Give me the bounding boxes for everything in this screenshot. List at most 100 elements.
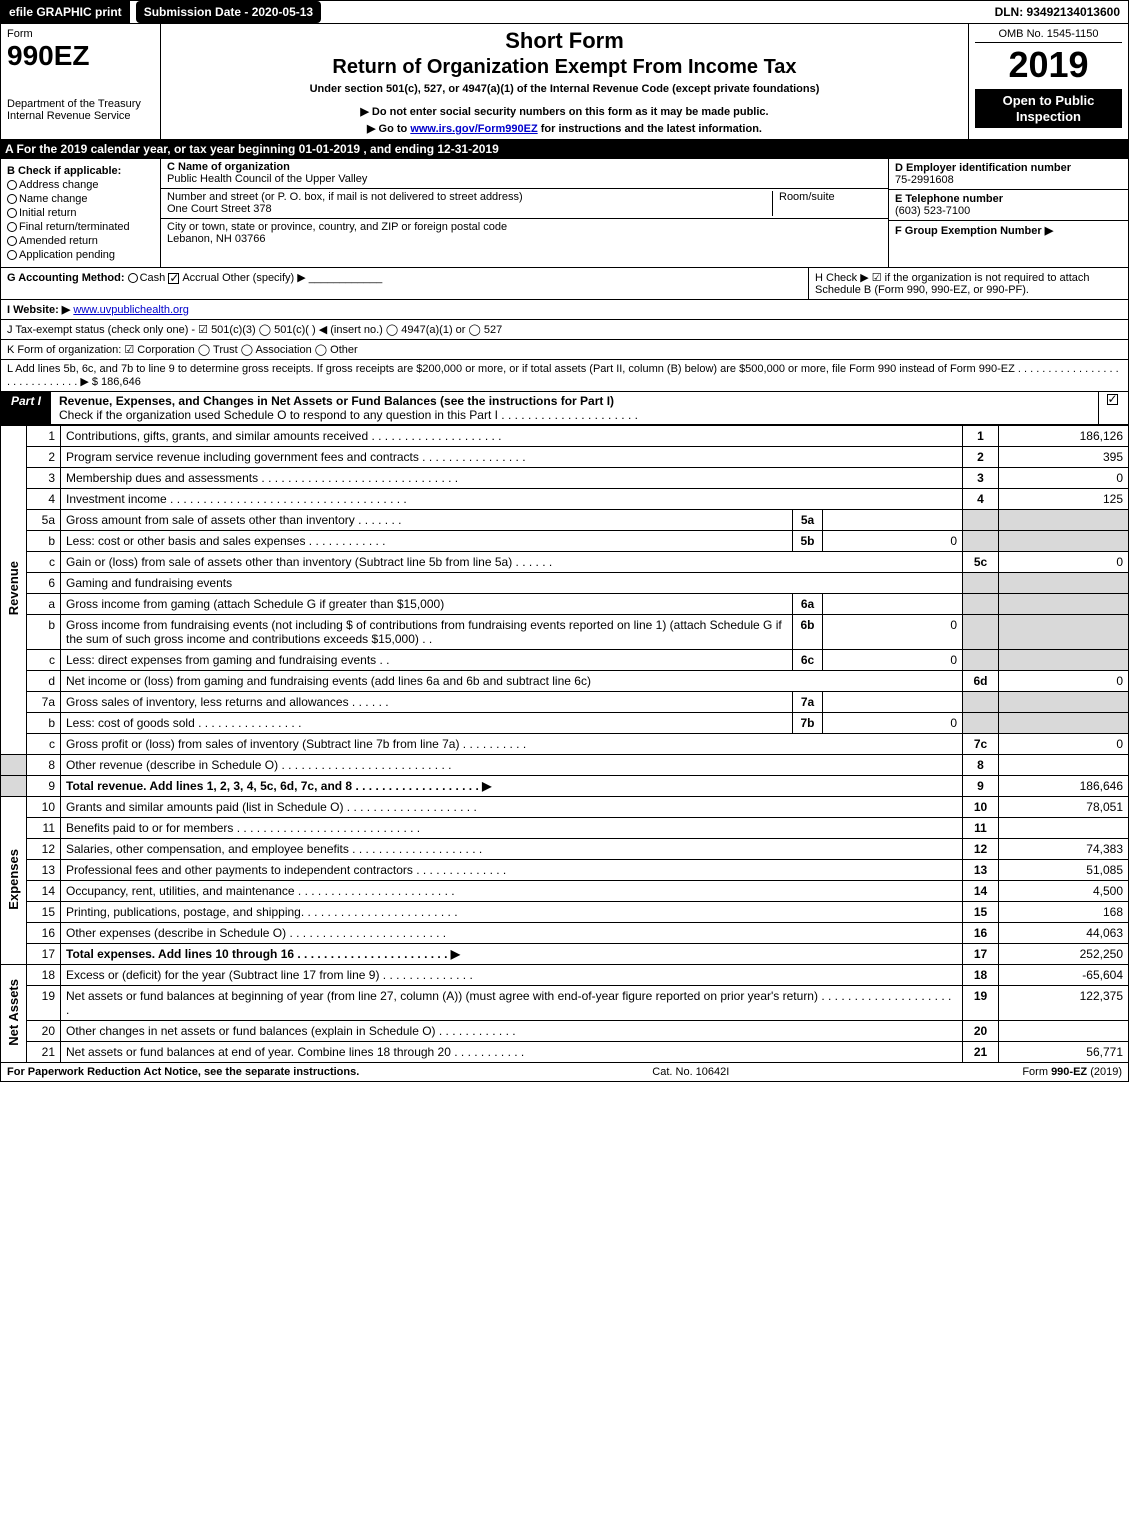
b-item: Application pending: [7, 249, 154, 261]
line-num: 16: [27, 923, 61, 944]
line-desc: Other changes in net assets or fund bala…: [61, 1021, 963, 1042]
dln: DLN: 93492134013600: [987, 1, 1128, 23]
irs-link[interactable]: www.irs.gov/Form990EZ: [410, 123, 537, 135]
line-code: 15: [963, 902, 999, 923]
line-desc: Gain or (loss) from sale of assets other…: [61, 552, 963, 573]
radio-icon[interactable]: [128, 273, 138, 283]
radio-icon[interactable]: [7, 222, 17, 232]
line-code: 10: [963, 797, 999, 818]
radio-icon[interactable]: [7, 180, 17, 190]
line-num: 11: [27, 818, 61, 839]
l-amount: $ 186,646: [92, 376, 141, 388]
line-code: 12: [963, 839, 999, 860]
part1-checkbox[interactable]: [1098, 392, 1128, 424]
d-value: 75-2991608: [895, 174, 954, 186]
line-desc: Net income or (loss) from gaming and fun…: [61, 671, 963, 692]
b-item: Address change: [7, 179, 154, 191]
line-num: 9: [27, 776, 61, 797]
sub-code: 6c: [793, 650, 823, 671]
line-desc: Gross sales of inventory, less returns a…: [61, 692, 793, 713]
revenue-table: Revenue 1 Contributions, gifts, grants, …: [0, 425, 1129, 1063]
line-amount: 0: [999, 671, 1129, 692]
footer-right: Form 990-EZ (2019): [1022, 1066, 1122, 1078]
line-desc: Gross income from gaming (attach Schedul…: [61, 594, 793, 615]
submission-date: Submission Date - 2020-05-13: [136, 1, 321, 23]
line-amount: -65,604: [999, 965, 1129, 986]
line-desc: Professional fees and other payments to …: [61, 860, 963, 881]
line-num: c: [27, 734, 61, 755]
line-num: 6: [27, 573, 61, 594]
gap: [1, 776, 27, 797]
checkbox-icon[interactable]: [168, 273, 179, 284]
c-city-label: City or town, state or province, country…: [167, 221, 507, 233]
shade-cell: [999, 615, 1129, 650]
g-label: G Accounting Method:: [7, 272, 125, 284]
line-amount: 125: [999, 489, 1129, 510]
h-schedule-b: H Check ▶ ☑ if the organization is not r…: [808, 268, 1128, 299]
b-name-change: Name change: [19, 193, 88, 205]
line-desc: Investment income . . . . . . . . . . . …: [61, 489, 963, 510]
line-desc: Gross amount from sale of assets other t…: [61, 510, 793, 531]
line-desc: Excess or (deficit) for the year (Subtra…: [61, 965, 963, 986]
c-city-row: City or town, state or province, country…: [161, 219, 888, 249]
d-ein: D Employer identification number 75-2991…: [889, 159, 1128, 190]
line-num: d: [27, 671, 61, 692]
line-code: 16: [963, 923, 999, 944]
shade-cell: [999, 650, 1129, 671]
footer-catno: Cat. No. 10642I: [652, 1066, 729, 1078]
gap: [1, 755, 27, 776]
department: Department of the Treasury Internal Reve…: [7, 98, 154, 122]
line-desc: Salaries, other compensation, and employ…: [61, 839, 963, 860]
line-num: 3: [27, 468, 61, 489]
c-addr-label: Number and street (or P. O. box, if mail…: [167, 191, 523, 203]
line-code: 5c: [963, 552, 999, 573]
line-amount: 186,126: [999, 426, 1129, 447]
line-amount: [999, 755, 1129, 776]
goto-post: for instructions and the latest informat…: [538, 123, 762, 135]
line-num: b: [27, 531, 61, 552]
line-num: c: [27, 650, 61, 671]
line-desc: Other revenue (describe in Schedule O) .…: [61, 755, 963, 776]
line-num: 7a: [27, 692, 61, 713]
b-pending: Application pending: [19, 249, 115, 261]
line-num: 4: [27, 489, 61, 510]
radio-icon[interactable]: [7, 250, 17, 260]
line-desc: Gaming and fundraising events: [61, 573, 963, 594]
b-final-return: Final return/terminated: [19, 221, 130, 233]
open-to-public: Open to Public Inspection: [975, 89, 1122, 128]
checkbox-icon: [1107, 394, 1118, 405]
radio-icon[interactable]: [7, 236, 17, 246]
revenue-tab: Revenue: [1, 426, 27, 755]
form-label: Form: [7, 28, 154, 40]
e-phone: E Telephone number (603) 523-7100: [889, 190, 1128, 221]
line-num: b: [27, 713, 61, 734]
sub-code: 5a: [793, 510, 823, 531]
line-code: 11: [963, 818, 999, 839]
line-num: 15: [27, 902, 61, 923]
section-def: D Employer identification number 75-2991…: [888, 159, 1128, 267]
radio-icon[interactable]: [7, 208, 17, 218]
header-center: Short Form Return of Organization Exempt…: [161, 24, 968, 139]
part1-header: Part I Revenue, Expenses, and Changes in…: [0, 392, 1129, 425]
sub-val: 0: [823, 713, 963, 734]
line-num: b: [27, 615, 61, 650]
l-text: L Add lines 5b, 6c, and 7b to line 9 to …: [7, 363, 1119, 388]
d-label: D Employer identification number: [895, 162, 1071, 174]
shade-cell: [963, 650, 999, 671]
line-code: 20: [963, 1021, 999, 1042]
ssn-note: ▶ Do not enter social security numbers o…: [167, 105, 962, 118]
line-desc: Less: cost or other basis and sales expe…: [61, 531, 793, 552]
l-gross-receipts: L Add lines 5b, 6c, and 7b to line 9 to …: [0, 360, 1129, 392]
netassets-label: Net Assets: [6, 979, 21, 1046]
line-amount: 74,383: [999, 839, 1129, 860]
b-initial-return: Initial return: [19, 207, 76, 219]
shade-cell: [999, 510, 1129, 531]
shade-cell: [999, 594, 1129, 615]
goto-pre: ▶ Go to: [367, 123, 410, 135]
e-label: E Telephone number: [895, 193, 1003, 205]
line-code: 21: [963, 1042, 999, 1063]
website-link[interactable]: www.uvpublichealth.org: [73, 304, 189, 316]
radio-icon[interactable]: [7, 194, 17, 204]
section-c: C Name of organization Public Health Cou…: [161, 159, 888, 267]
line-desc: Gross profit or (loss) from sales of inv…: [61, 734, 963, 755]
